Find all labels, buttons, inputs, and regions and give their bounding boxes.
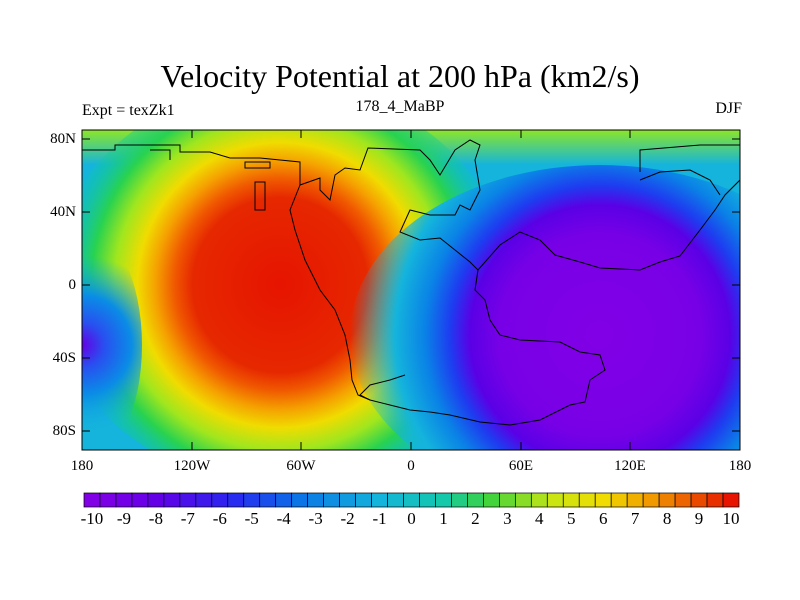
xtick-label-120w: 120W (173, 458, 211, 474)
xtick-label-60e: 60E (508, 458, 534, 474)
colorbar-tick-label: -6 (212, 509, 227, 528)
ytick-label-0: 0 (68, 277, 77, 293)
xtick-label-0: 0 (407, 458, 415, 474)
ytick-label-40s: 40S (52, 350, 76, 366)
colorbar-tick-label: -9 (116, 509, 132, 528)
colorbar-swatch (403, 492, 420, 508)
colorbar-tick-label: 7 (630, 509, 640, 528)
colorbar-swatch (211, 492, 229, 508)
colorbar-swatch (546, 492, 564, 508)
colorbar-swatch (419, 492, 436, 508)
colorbar-tick-label: -8 (148, 509, 163, 528)
xtick-label-120e: 120E (614, 458, 646, 474)
colorbar-swatch (371, 492, 388, 508)
colorbar-swatch (179, 492, 197, 508)
colorbar-swatch (147, 492, 165, 508)
colorbar-swatch (291, 492, 309, 508)
colorbar-swatch (451, 492, 468, 508)
xtick-label-180w: 180 (70, 458, 94, 474)
coastlines (82, 139, 740, 426)
xtick-label-60w: 60W (286, 458, 316, 474)
colorbar-swatch (642, 492, 660, 508)
colorbar-swatch (195, 492, 213, 508)
colorbar-swatch (435, 492, 452, 508)
colorbar-swatch (499, 492, 516, 508)
colorbar-tick-label: 8 (662, 509, 672, 528)
colorbar-swatch (99, 492, 117, 508)
colorbar-swatch (690, 492, 708, 508)
colorbar (83, 492, 740, 508)
colorbar-swatch (706, 492, 724, 508)
colorbar-swatch (323, 492, 340, 508)
colorbar-tick-label: 10 (722, 509, 740, 528)
colorbar-swatch (483, 492, 500, 508)
colorbar-tick-label: 6 (598, 509, 608, 528)
colorbar-swatch (626, 492, 644, 508)
experiment-label: Expt = texZk1 (82, 102, 175, 119)
colorbar-swatch (307, 492, 324, 508)
season-label: DJF (715, 100, 742, 117)
colorbar-tick-label: -10 (80, 509, 104, 528)
colorbar-tick-label: 9 (694, 509, 704, 528)
run-label: 178_4_MaBP (355, 98, 445, 115)
plot-title: Velocity Potential at 200 hPa (km2/s) (160, 58, 640, 94)
colorbar-tick-label: 0 (407, 509, 416, 528)
colorbar-tick-label: -7 (180, 509, 195, 528)
colorbar-swatch (578, 492, 596, 508)
colorbar-tick-label: 4 (535, 509, 544, 528)
colorbar-swatch (227, 492, 245, 508)
colorbar-swatch (610, 492, 628, 508)
colorbar-swatch (658, 492, 676, 508)
colorbar-tick-label: -5 (244, 509, 259, 528)
xtick-label-180e: 180 (728, 458, 752, 474)
colorbar-swatch (83, 492, 101, 508)
colorbar-swatch (674, 492, 692, 508)
colorbar-tick-label: 5 (567, 509, 576, 528)
colorbar-swatch (131, 492, 149, 508)
ytick-label-40n: 40N (50, 204, 76, 220)
colorbar-tick-label: -1 (372, 509, 387, 528)
colorbar-swatch (530, 492, 548, 508)
colorbar-swatch (722, 492, 740, 508)
colorbar-swatch (467, 492, 484, 508)
ytick-label-80n: 80N (50, 131, 76, 147)
colorbar-swatch (562, 492, 580, 508)
colorbar-swatch (163, 492, 181, 508)
colorbar-swatch (387, 492, 404, 508)
colorbar-swatch (594, 492, 612, 508)
colorbar-swatch (339, 492, 356, 508)
colorbar-tick-label: -4 (276, 509, 291, 528)
ytick-label-80s: 80S (52, 423, 76, 439)
axis-ticks (81, 130, 741, 450)
colorbar-swatch (243, 492, 261, 508)
colorbar-swatch (275, 492, 293, 508)
colorbar-tick-label: -2 (340, 509, 355, 528)
colorbar-tick-label: 1 (439, 509, 448, 528)
colorbar-swatch (259, 492, 277, 508)
colorbar-swatch (115, 492, 133, 508)
colorbar-tick-label: 2 (471, 509, 480, 528)
colorbar-swatch (355, 492, 372, 508)
colorbar-swatch (514, 492, 532, 508)
colorbar-tick-label: -3 (308, 509, 323, 528)
colorbar-tick-label: 3 (503, 509, 512, 528)
